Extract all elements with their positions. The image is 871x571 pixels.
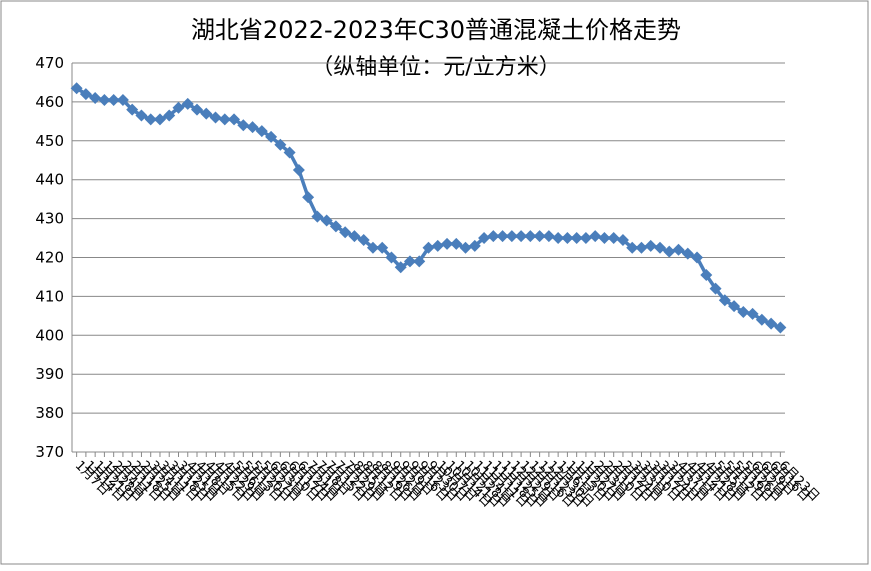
- marker: [589, 230, 602, 243]
- marker: [228, 113, 241, 126]
- marker: [524, 230, 537, 243]
- marker: [311, 210, 324, 223]
- marker: [598, 232, 611, 245]
- marker: [255, 125, 268, 138]
- marker: [283, 146, 296, 159]
- marker: [478, 232, 491, 245]
- marker: [320, 214, 333, 227]
- marker: [265, 130, 278, 143]
- marker: [579, 232, 592, 245]
- marker: [339, 226, 352, 239]
- chart-title: 湖北省2022-2023年C30普通混凝土价格走势: [191, 16, 681, 44]
- marker: [644, 239, 657, 252]
- marker: [70, 82, 83, 95]
- marker: [209, 111, 222, 124]
- y-tick-label: 410: [35, 287, 64, 305]
- marker: [653, 241, 666, 254]
- marker: [126, 103, 139, 116]
- y-tick-label: 390: [35, 365, 64, 383]
- marker: [144, 113, 157, 126]
- y-tick-label: 420: [35, 249, 64, 267]
- marker: [200, 107, 213, 120]
- marker: [737, 305, 750, 318]
- marker: [616, 233, 629, 246]
- marker: [302, 191, 315, 204]
- marker: [431, 239, 444, 252]
- marker: [292, 163, 305, 176]
- marker: [607, 232, 620, 245]
- marker: [700, 269, 713, 282]
- marker: [755, 313, 768, 326]
- y-tick-label: 460: [35, 93, 64, 111]
- marker: [450, 237, 463, 250]
- marker: [672, 243, 685, 256]
- marker: [728, 300, 741, 313]
- marker: [172, 101, 185, 114]
- marker: [459, 241, 472, 254]
- y-tick-label: 400: [35, 326, 64, 344]
- marker: [366, 241, 379, 254]
- marker: [487, 230, 500, 243]
- marker: [505, 230, 518, 243]
- y-tick-label: 440: [35, 171, 64, 189]
- marker: [746, 307, 759, 320]
- marker: [718, 294, 731, 307]
- marker: [163, 109, 176, 122]
- marker: [681, 247, 694, 260]
- marker: [709, 282, 722, 295]
- marker: [181, 97, 194, 110]
- marker: [107, 93, 120, 106]
- marker: [218, 113, 231, 126]
- marker: [246, 121, 259, 134]
- marker: [385, 251, 398, 264]
- marker: [153, 113, 166, 126]
- marker: [552, 232, 565, 245]
- marker: [626, 241, 639, 254]
- marker: [496, 230, 509, 243]
- marker: [570, 232, 583, 245]
- marker: [542, 230, 555, 243]
- marker: [357, 233, 370, 246]
- marker: [98, 93, 111, 106]
- marker: [394, 261, 407, 274]
- marker: [376, 241, 389, 254]
- marker: [329, 220, 342, 233]
- y-tick-label: 450: [35, 132, 64, 150]
- marker: [403, 255, 416, 268]
- marker: [468, 239, 481, 252]
- marker: [533, 230, 546, 243]
- y-tick-label: 470: [35, 54, 64, 72]
- marker: [237, 119, 250, 132]
- marker: [274, 138, 287, 151]
- chart-subtitle: （纵轴单位：元/立方米）: [311, 55, 560, 80]
- marker: [89, 92, 102, 105]
- marker: [635, 241, 648, 254]
- y-tick-label: 380: [35, 404, 64, 422]
- marker: [191, 103, 204, 116]
- y-tick-label: 370: [35, 443, 64, 461]
- marker: [79, 88, 92, 101]
- marker: [561, 232, 574, 245]
- marker: [663, 245, 676, 258]
- marker: [774, 321, 787, 334]
- marker: [515, 230, 528, 243]
- y-tick-label: 430: [35, 210, 64, 228]
- marker: [422, 241, 435, 254]
- marker: [413, 255, 426, 268]
- marker: [348, 230, 361, 243]
- marker: [441, 237, 454, 250]
- marker: [116, 93, 129, 106]
- marker: [691, 251, 704, 264]
- marker: [135, 109, 148, 122]
- marker: [765, 317, 778, 330]
